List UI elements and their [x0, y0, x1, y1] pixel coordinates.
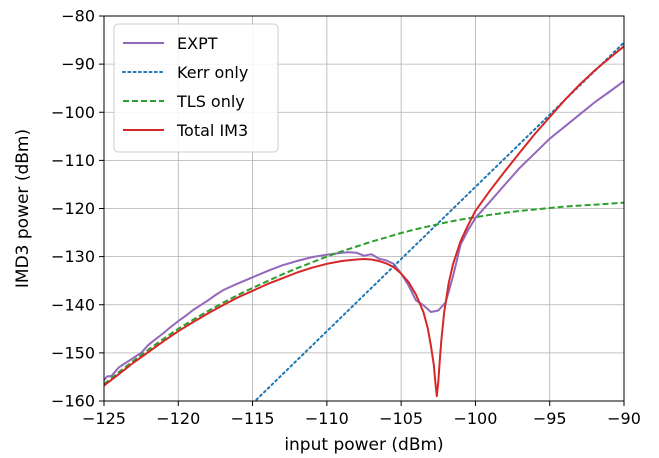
x-tick-label: −115	[231, 409, 275, 428]
x-axis-label: input power (dBm)	[284, 435, 443, 455]
x-tick-label: −90	[607, 409, 641, 428]
y-tick-label: −120	[51, 199, 95, 218]
ticks: −125 −120 −115 −110 −105 −100 −95 −90 −160 −150 −1…	[51, 7, 641, 429]
series-line-3	[104, 45, 624, 398]
y-tick-label: −130	[51, 247, 95, 266]
legend: EXPT Kerr only TLS only Total IM3	[113, 23, 279, 153]
legend-box	[113, 23, 279, 153]
series-line-2	[104, 201, 624, 385]
x-tick-label: −105	[379, 409, 423, 428]
y-tick-label: −160	[51, 392, 95, 411]
legend-label-0: EXPT	[177, 34, 218, 53]
x-tick-label: −100	[453, 409, 497, 428]
y-tick-label: −140	[51, 295, 95, 314]
legend-label-3: Total IM3	[176, 121, 248, 140]
y-tick-label: −80	[61, 7, 95, 26]
y-tick-label: −150	[51, 343, 95, 362]
y-tick-label: −90	[61, 55, 95, 74]
y-tick-label: −110	[51, 151, 95, 170]
y-axis-label: IMD3 power (dBm)	[13, 129, 33, 288]
series-line-0	[104, 80, 624, 381]
legend-label-1: Kerr only	[177, 63, 248, 82]
x-tick-label: −110	[305, 409, 349, 428]
x-tick-label: −120	[156, 409, 200, 428]
y-tick-label: −100	[51, 103, 95, 122]
legend-label-2: TLS only	[176, 92, 245, 111]
x-tick-label: −95	[533, 409, 567, 428]
x-tick-label: −125	[82, 409, 126, 428]
series-layer	[104, 41, 624, 401]
